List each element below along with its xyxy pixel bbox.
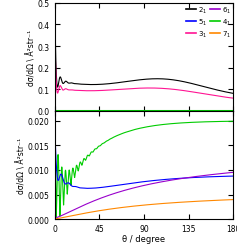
X-axis label: θ / degree: θ / degree xyxy=(123,234,165,243)
Y-axis label: dσ/dΩ \ Å²str⁻¹: dσ/dΩ \ Å²str⁻¹ xyxy=(27,30,36,86)
Legend: 2$_1$, 5$_1$, 3$_1$, 6$_1$, 4$_1$, 7$_1$: 2$_1$, 5$_1$, 3$_1$, 6$_1$, 4$_1$, 7$_1$ xyxy=(185,5,232,41)
Y-axis label: dσ/dΩ \ Å²str⁻¹: dσ/dΩ \ Å²str⁻¹ xyxy=(17,137,26,193)
